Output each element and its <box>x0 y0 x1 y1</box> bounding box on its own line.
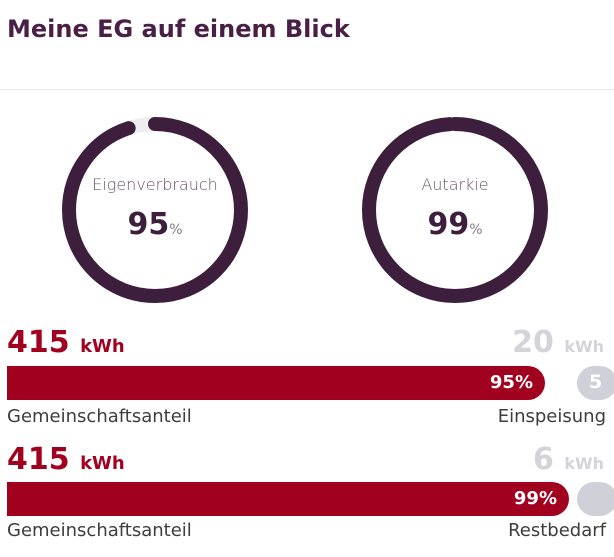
kwh-number: 6 <box>532 442 554 477</box>
community-share-kwh: 415 kWh <box>7 325 125 360</box>
autarkie-ring-icon <box>362 117 548 303</box>
bar-rest-segment: 5 <box>577 366 614 400</box>
kwh-number: 415 <box>7 325 70 360</box>
row-caption-left: Gemeinschaftsanteil <box>7 406 192 427</box>
eigenverbrauch-ring-icon <box>62 117 248 303</box>
gauge-number: 95 <box>127 207 170 242</box>
kwh-number: 20 <box>512 325 554 360</box>
community-share-kwh: 415 kWh <box>7 442 125 477</box>
share-bar: 5 95% <box>7 366 614 400</box>
gauge-unit: % <box>169 222 183 238</box>
row-caption-right: Restbedarf <box>508 520 606 541</box>
kwh-unit: kWh <box>564 454 604 473</box>
bar-rest-label: 5 <box>589 371 603 393</box>
gauge-label: Autarkie <box>421 175 489 194</box>
share-bar: 99% <box>7 482 614 516</box>
kwh-unit: kWh <box>80 336 125 357</box>
row-caption-right: Einspeisung <box>497 406 606 427</box>
kwh-unit: kWh <box>564 337 604 356</box>
eigenverbrauch-gauge: Eigenverbrauch 95% <box>60 115 250 305</box>
gauge-unit: % <box>469 222 483 238</box>
gauge-value: 99% <box>360 207 550 242</box>
gauge-label: Eigenverbrauch <box>92 175 218 194</box>
feed-in-kwh: 20 kWh <box>512 325 604 360</box>
bar-percent-label: 99% <box>513 488 557 509</box>
gauge-number: 99 <box>427 207 470 242</box>
bar-rest-segment <box>577 482 614 516</box>
page-title: Meine EG auf einem Blick <box>7 15 350 43</box>
gauge-value: 95% <box>60 207 250 242</box>
divider <box>0 89 614 90</box>
row-caption-left: Gemeinschaftsanteil <box>7 520 192 541</box>
bar-share-segment: 95% <box>7 366 545 400</box>
kwh-unit: kWh <box>80 453 125 474</box>
bar-percent-label: 95% <box>489 372 533 393</box>
autarkie-gauge: Autarkie 99% <box>360 115 550 305</box>
residual-demand-kwh: 6 kWh <box>533 442 604 477</box>
bar-share-segment: 99% <box>7 482 569 516</box>
kwh-number: 415 <box>7 442 70 477</box>
